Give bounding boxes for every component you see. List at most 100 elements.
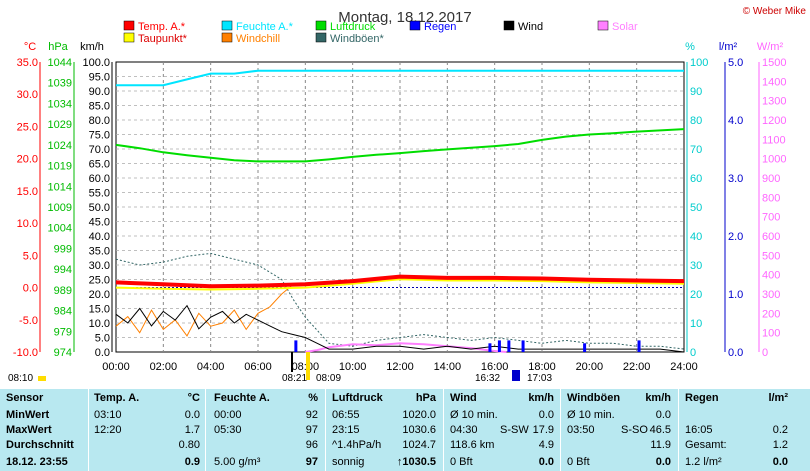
gust-avg10-label: Ø 10 min. bbox=[567, 409, 615, 421]
wind-tick-label: 75.0 bbox=[89, 130, 110, 142]
wind-tick-label: 40.0 bbox=[89, 231, 110, 243]
pressure-avg-value: 1024.7 bbox=[402, 439, 436, 451]
temp-tick-label: 35.0 bbox=[17, 57, 38, 69]
wind-tick-label: 60.0 bbox=[89, 173, 110, 185]
series-line-taupunkt- bbox=[115, 278, 685, 291]
temp-tick-label: 10.0 bbox=[17, 218, 38, 230]
credit-label: © Weber Mike bbox=[743, 6, 807, 17]
rain-max-time: 16:05 bbox=[685, 424, 713, 436]
humidity-tick-label: 60 bbox=[690, 173, 702, 185]
series-line-feuchte-a- bbox=[116, 69, 684, 87]
x-tick-label: 16:00 bbox=[481, 361, 509, 373]
temp-unit: °C bbox=[187, 392, 200, 404]
temp-header: Temp. A. bbox=[94, 392, 140, 404]
wind-tick-label: 50.0 bbox=[89, 202, 110, 214]
gust-bft: 0 Bft bbox=[567, 456, 590, 468]
series-line-wind bbox=[115, 304, 685, 353]
rain-bar bbox=[583, 343, 587, 352]
x-tick-label: 04:00 bbox=[197, 361, 225, 373]
rain-unit: l/m² bbox=[768, 392, 788, 404]
temp-tick-label: 25.0 bbox=[17, 121, 38, 133]
max-label: MaxWert bbox=[6, 424, 52, 436]
pressure-current-value: ↑1030.5 bbox=[396, 456, 436, 468]
solar-unit-label: W/m² bbox=[757, 41, 784, 53]
rain-tick-label: 2.0 bbox=[728, 231, 743, 243]
legend-swatch bbox=[123, 32, 135, 43]
solar-tick-label: 900 bbox=[762, 173, 780, 185]
x-tick-label: 10:00 bbox=[339, 361, 367, 373]
wind-tick-label: 100.0 bbox=[82, 57, 110, 69]
wind-tick-label: 0.0 bbox=[95, 347, 110, 359]
x-tick-label: 20:00 bbox=[576, 361, 604, 373]
series-line-solar bbox=[305, 342, 507, 353]
humidity-tick-label: 20 bbox=[690, 289, 702, 301]
humidity-tick-label: 80 bbox=[690, 115, 702, 127]
gust-avg-value: 11.9 bbox=[650, 439, 671, 451]
wind-unit-label: km/h bbox=[80, 41, 104, 53]
series-line-windchill bbox=[115, 283, 294, 337]
series-line-windb-en- bbox=[115, 252, 685, 350]
wind-tick-label: 85.0 bbox=[89, 101, 110, 113]
wind-tick-label: 55.0 bbox=[89, 188, 110, 200]
rain-bar bbox=[488, 343, 492, 352]
legend-swatch bbox=[221, 20, 233, 31]
humidity-current-value: 97 bbox=[305, 456, 318, 468]
pressure-tick-label: 1044 bbox=[48, 57, 72, 69]
humidity-tick-label: 100 bbox=[690, 57, 708, 69]
temp-current-value: 0.9 bbox=[184, 456, 200, 468]
rain-bar bbox=[497, 340, 501, 352]
series-line-temp-a- bbox=[115, 274, 685, 289]
rain-tick-label: 3.0 bbox=[728, 173, 743, 185]
wind-tick-label: 70.0 bbox=[89, 144, 110, 156]
stats-panel bbox=[0, 389, 810, 471]
rain-bar bbox=[521, 340, 525, 352]
pressure-tick-label: 989 bbox=[54, 285, 72, 297]
solar-tick-label: 800 bbox=[762, 192, 780, 204]
pressure-trend: ^1.4hPa/h bbox=[332, 439, 382, 451]
pressure-max-value: 1030.6 bbox=[402, 424, 436, 436]
rain-tick-label: 5.0 bbox=[728, 57, 743, 69]
chart-series bbox=[115, 69, 685, 353]
gust-max-value: 46.5 bbox=[649, 424, 671, 436]
legend-label: Windböen* bbox=[330, 33, 385, 45]
rain-tick-label: 4.0 bbox=[728, 115, 743, 127]
gust-avg10-value: 0.0 bbox=[655, 409, 671, 421]
wind-bft: 0 Bft bbox=[450, 456, 473, 468]
x-tick-label: 00:00 bbox=[102, 361, 130, 373]
pressure-forecast: sonnig bbox=[332, 456, 365, 468]
legend-label: Regen bbox=[424, 21, 456, 33]
pressure-unit-label: hPa bbox=[48, 41, 68, 53]
chart-axes: 00:00 02:00 04:00 06:00 08:00 10:00 12:00 14:00… bbox=[13, 41, 787, 373]
x-tick-label: 24:00 bbox=[670, 361, 698, 373]
pressure-tick-label: 1024 bbox=[48, 140, 72, 152]
pressure-tick-label: 1029 bbox=[48, 119, 72, 131]
current-label: 18.12. 23:55 bbox=[6, 456, 68, 468]
solar-tick-label: 1200 bbox=[762, 115, 786, 127]
wind-tick-label: 65.0 bbox=[89, 159, 110, 171]
humidity-min-time: 00:00 bbox=[214, 409, 242, 421]
chart-grid bbox=[115, 61, 685, 353]
wind-max-value: 17.9 bbox=[532, 424, 554, 436]
wind-avg-value: 4.9 bbox=[538, 439, 554, 451]
rain-total-value: 1.2 bbox=[772, 439, 788, 451]
legend-label: Feuchte A.* bbox=[236, 21, 294, 33]
wind-tick-label: 35.0 bbox=[89, 246, 110, 258]
legend-swatch bbox=[409, 20, 421, 31]
sunset-icon bbox=[512, 370, 520, 381]
pressure-min-value: 1020.0 bbox=[402, 409, 436, 421]
wind-avg10-label: Ø 10 min. bbox=[450, 409, 498, 421]
x-tick-label: 12:00 bbox=[386, 361, 414, 373]
wind-unit: km/h bbox=[528, 392, 554, 404]
rain-bar bbox=[294, 340, 298, 352]
humidity-header: Feuchte A. bbox=[214, 392, 270, 404]
gust-current-value: 0.0 bbox=[655, 456, 671, 468]
solar-tick-label: 600 bbox=[762, 231, 780, 243]
humidity-tick-label: 50 bbox=[690, 202, 702, 214]
humidity-tick-label: 10 bbox=[690, 318, 702, 330]
series-line-luftdruck bbox=[115, 128, 685, 163]
temp-tick-label: 15.0 bbox=[17, 186, 38, 198]
temp-tick-label: -5.0 bbox=[19, 315, 38, 327]
x-tick-label: 02:00 bbox=[150, 361, 178, 373]
sunrise-icon bbox=[38, 376, 46, 381]
pressure-tick-label: 1009 bbox=[48, 202, 72, 214]
